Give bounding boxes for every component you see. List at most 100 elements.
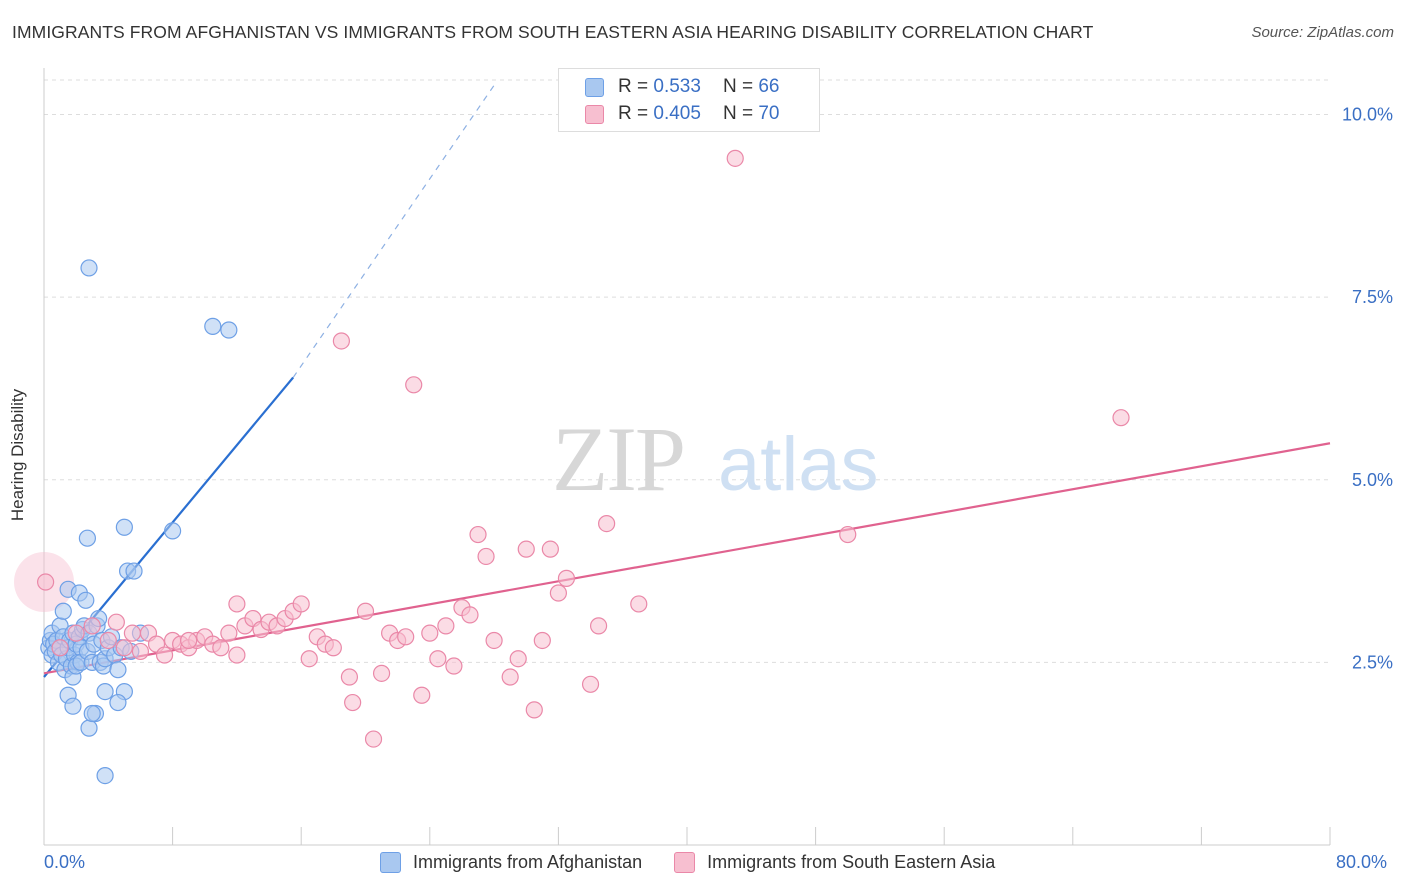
data-point bbox=[51, 639, 69, 657]
legend-item-south-eastern-asia[interactable]: Immigrants from South Eastern Asia bbox=[674, 852, 995, 873]
data-point bbox=[405, 376, 423, 394]
n-label: N = bbox=[722, 103, 754, 124]
data-point bbox=[525, 701, 543, 719]
data-point bbox=[67, 624, 85, 642]
data-point bbox=[485, 631, 503, 650]
data-point bbox=[344, 693, 362, 712]
n-value: 66 bbox=[758, 76, 780, 97]
y-tick-labels: 2.5% 5.0% 7.5% 10.0% bbox=[1342, 105, 1393, 673]
data-point bbox=[332, 332, 350, 350]
legend-row-south-eastern-asia: R = 0.405 N = 70 bbox=[585, 102, 779, 126]
legend-swatch-blue bbox=[585, 77, 604, 97]
data-point bbox=[477, 547, 495, 566]
data-point bbox=[1112, 409, 1130, 427]
r-value: 0.405 bbox=[653, 103, 701, 124]
data-point bbox=[83, 617, 101, 635]
data-point bbox=[96, 682, 114, 701]
data-point bbox=[204, 317, 222, 335]
data-point bbox=[364, 730, 383, 748]
series-afghanistan bbox=[40, 259, 238, 785]
data-point bbox=[469, 525, 487, 544]
chart-title: IMMIGRANTS FROM AFGHANISTAN VS IMMIGRANT… bbox=[12, 22, 1094, 42]
data-point bbox=[557, 569, 576, 587]
data-point bbox=[397, 628, 415, 646]
r-label: R = bbox=[618, 76, 649, 97]
data-point bbox=[356, 602, 375, 620]
data-point bbox=[155, 646, 174, 664]
data-point bbox=[115, 518, 133, 536]
data-point bbox=[54, 602, 72, 620]
gridlines bbox=[44, 79, 1330, 663]
r-label: R = bbox=[618, 103, 649, 124]
source-label: Source: ZipAtlas.com bbox=[1251, 24, 1394, 41]
data-point bbox=[80, 719, 98, 737]
legend-label: Immigrants from South Eastern Asia bbox=[707, 852, 996, 872]
data-point bbox=[96, 767, 114, 785]
data-point bbox=[413, 686, 431, 704]
data-point bbox=[83, 704, 101, 723]
data-point bbox=[589, 617, 608, 635]
legend-row-afghanistan: R = 0.533 N = 66 bbox=[585, 75, 779, 99]
data-point bbox=[437, 617, 455, 635]
axes bbox=[43, 68, 1331, 846]
data-point bbox=[533, 631, 551, 650]
data-point bbox=[340, 668, 359, 686]
correlation-legend: R = 0.533 N = 66 R = 0.405 N = 70 bbox=[558, 68, 820, 132]
data-point bbox=[164, 522, 182, 540]
trend-line-south-eastern-asia bbox=[43, 442, 1331, 675]
series-south-eastern-asia bbox=[37, 149, 1130, 748]
n-value: 70 bbox=[758, 103, 780, 124]
data-point bbox=[429, 650, 447, 668]
data-point bbox=[541, 540, 559, 558]
data-point bbox=[839, 525, 857, 544]
y-tick-label: 7.5% bbox=[1352, 287, 1393, 307]
data-point bbox=[421, 624, 439, 642]
data-point bbox=[220, 321, 238, 339]
data-point bbox=[64, 697, 82, 715]
data-point bbox=[461, 606, 479, 624]
data-point bbox=[549, 584, 568, 602]
data-point bbox=[501, 668, 519, 686]
data-point bbox=[109, 693, 127, 712]
data-point bbox=[228, 646, 246, 664]
legend-swatch-blue bbox=[380, 852, 401, 873]
legend-label: Immigrants from Afghanistan bbox=[413, 852, 643, 872]
x-tick-label-min: 0.0% bbox=[44, 852, 86, 872]
data-point bbox=[131, 642, 150, 661]
data-point bbox=[125, 562, 143, 580]
data-point bbox=[372, 664, 391, 682]
watermark-atlas: atlas bbox=[718, 422, 879, 507]
legend-item-afghanistan[interactable]: Immigrants from Afghanistan bbox=[380, 852, 642, 873]
data-point bbox=[109, 661, 127, 679]
n-label: N = bbox=[722, 76, 754, 97]
trend-lines bbox=[43, 84, 1331, 678]
watermark-zip: ZIP bbox=[552, 408, 684, 510]
y-tick-label: 10.0% bbox=[1342, 105, 1393, 125]
data-point bbox=[509, 650, 527, 668]
data-points bbox=[14, 149, 1130, 785]
data-point bbox=[517, 540, 535, 558]
data-point bbox=[220, 624, 238, 642]
data-point bbox=[630, 595, 648, 613]
data-point bbox=[180, 631, 198, 650]
data-point bbox=[80, 259, 98, 277]
data-point bbox=[37, 573, 55, 591]
data-point bbox=[78, 529, 97, 547]
data-point bbox=[228, 595, 246, 613]
y-tick-label: 2.5% bbox=[1352, 652, 1393, 672]
y-axis-label: Hearing Disability bbox=[8, 388, 27, 522]
data-point bbox=[598, 514, 616, 533]
y-tick-label: 5.0% bbox=[1352, 470, 1393, 490]
trend-line-afghanistan-extension bbox=[292, 84, 495, 378]
data-point bbox=[77, 591, 95, 609]
data-point bbox=[726, 149, 744, 167]
data-point bbox=[107, 613, 125, 631]
legend-swatch-pink bbox=[674, 852, 696, 873]
x-tick-label-max: 80.0% bbox=[1336, 852, 1388, 872]
data-point bbox=[292, 595, 310, 613]
data-point bbox=[212, 639, 230, 657]
watermark: ZIP atlas bbox=[552, 408, 879, 510]
legend-swatch-pink bbox=[585, 104, 604, 124]
data-point bbox=[300, 650, 318, 668]
